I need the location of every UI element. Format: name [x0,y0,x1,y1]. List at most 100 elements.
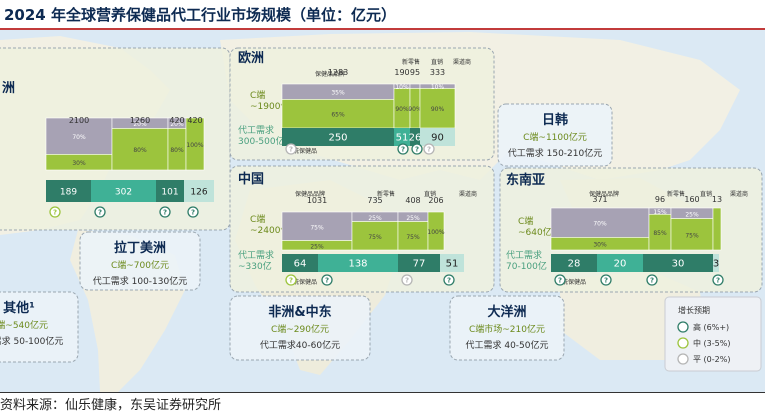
growth-icon-glyph: ? [191,209,195,217]
legend-swatch [677,337,689,349]
c-end-value: ~640亿 [518,226,552,238]
region-name: 中国 [238,171,264,187]
oem-value-label: 51 [396,133,409,144]
oem-pct-label: 30% [593,242,607,249]
box-c-end: C端~290亿元 [271,323,329,335]
oem-pct-label: 90% [431,106,445,113]
growth-icon-glyph: ? [98,209,102,217]
brand-pct-label: 20% [170,121,184,128]
box-oem: 代工需求 100-130亿元 [93,275,187,287]
oem-bar [440,254,464,272]
column-header: 渠道商 [459,190,477,198]
total-value-label: 1260 [130,116,150,125]
oem-value-label: 302 [115,188,132,198]
category-label: 传统保健品 [287,278,317,286]
growth-icon-glyph: ? [447,277,451,285]
growth-icon-glyph: ? [405,277,409,285]
total-value-label: 160 [684,195,699,204]
chart-0: 洲 70% 30% 2100 189 20% 80% 1260 302 20% 80% 420 101 1… [2,81,214,202]
growth-icon [321,274,333,286]
c-end-value: ~1900亿 [250,100,289,112]
page-title: 2024 年全球营养保健品代工行业市场规模（单位：亿元） [0,0,765,30]
growth-icon [285,274,297,286]
box-middle-east-africa-frame [229,295,371,361]
oem-label: 代工需求 [238,249,274,261]
growth-icon-glyph: ? [650,277,654,285]
oem-value-label: 138 [348,259,367,270]
oem-bar [643,254,713,272]
oem-bar [713,254,719,272]
brand-pct-label: 20% [133,121,147,128]
oem-pct-label: 25% [310,243,324,250]
oem-pct-label: 90% [408,106,422,113]
bar-oem-segment [185,117,205,171]
brand-pct-label: 25% [368,215,382,222]
oem-label: 代工需求 [238,124,274,136]
oem-value: 70-100亿 [506,260,547,272]
total-value-label: 1031 [307,196,327,205]
oem-value: ~330亿 [238,260,272,272]
oem-value-label: 77 [413,259,426,270]
oem-bar [410,128,420,146]
c-end-value: ~2400亿 [250,224,289,236]
region-name: 东南亚 [506,172,545,188]
oem-value-label: 20 [614,259,627,270]
bar-oem-segment [111,128,169,171]
oem-value-label: 28 [568,259,581,270]
column-header: 保健品品牌 [589,190,619,198]
oem-value-label: 101 [161,188,178,198]
total-value-label: 95 [410,68,420,77]
oem-pct-label: 30% [72,160,86,167]
total-value-label: 735 [367,196,382,205]
column-header: 渠道商 [453,58,471,66]
box-title: 大洋洲 [487,304,526,320]
growth-icon-glyph: ? [415,146,419,154]
growth-icon [443,274,455,286]
growth-icon-glyph: ? [53,209,57,217]
box-oem: 代工需求40-60亿元 [260,339,340,351]
brand-pct-label: 75% [310,224,324,231]
growth-icon [49,206,61,218]
growth-icon [554,274,566,286]
legend-title: 增长预期 [678,305,710,315]
oem-bar [282,128,394,146]
oem-bar [597,254,643,272]
box-oem: 代工需求 40-50亿元 [465,339,548,351]
legend-swatch [677,353,689,365]
growth-icon [94,206,106,218]
total-value-label: 1283 [328,68,348,77]
oem-value-label: 26 [409,133,422,144]
total-value-label: 371 [592,195,607,204]
box-c-end: C端市场~210亿元 [469,323,545,335]
bar-oem-segment [427,211,445,251]
total-value-label: 333 [430,68,445,77]
oem-pct-label: 90% [395,106,409,113]
box-c-end: C端~1100亿元 [523,131,587,143]
legend-label: 中 (3-5%) [693,338,730,348]
oem-pct-label: 75% [406,234,420,241]
oem-bar [398,254,440,272]
growth-icon [187,206,199,218]
oem-pct-label: 65% [331,112,345,119]
oem-bar [46,180,91,202]
oem-value-label: 51 [446,259,459,270]
oem-bar [282,254,318,272]
box-title: 其他¹ [3,300,35,316]
column-header: 新零售 [402,58,420,66]
legend-label: 平 (0-2%) [693,355,730,364]
growth-icon-glyph: ? [427,146,431,154]
box-title: 非洲&中东 [268,304,331,320]
oem-value-label: 30 [672,259,685,270]
growth-icon [285,143,297,155]
category-label: 传统保健品 [287,147,317,155]
source-note: 资料来源：仙乐健康，东吴证券研究所 [0,392,765,418]
oem-value-label: 90 [431,133,444,144]
oem-label: 代工需求 [506,249,542,261]
category-label: 传统保健品 [556,278,586,286]
